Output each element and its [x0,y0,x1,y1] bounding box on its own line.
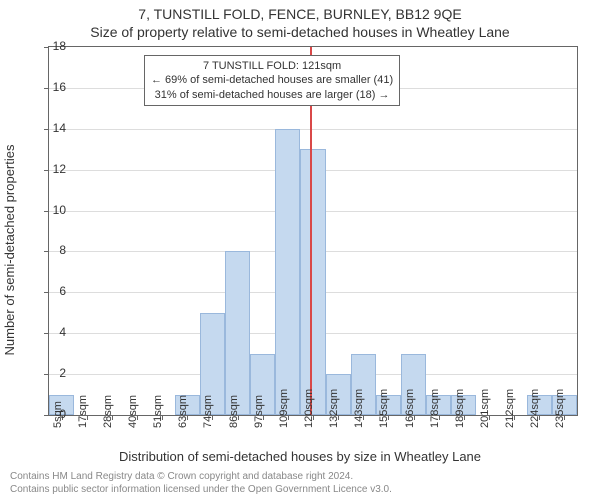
ytick-label: 8 [46,243,66,257]
plot-area: 7 TUNSTILL FOLD: 121sqm← 69% of semi-det… [48,46,578,416]
gridline [49,129,577,130]
ytick-label: 14 [46,121,66,135]
annotation-box: 7 TUNSTILL FOLD: 121sqm← 69% of semi-det… [144,55,400,106]
ytick-label: 6 [46,284,66,298]
histogram-bar [300,149,325,415]
title-address: 7, TUNSTILL FOLD, FENCE, BURNLEY, BB12 9… [0,6,600,22]
annotation-line2: ← 69% of semi-detached houses are smalle… [151,73,393,87]
ytick-label: 12 [46,162,66,176]
histogram-bar [225,251,250,415]
ytick-label: 10 [46,203,66,217]
ytick-label: 4 [46,325,66,339]
attribution: Contains HM Land Registry data © Crown c… [10,470,590,496]
annotation-line3: 31% of semi-detached houses are larger (… [151,88,393,102]
annotation-line1: 7 TUNSTILL FOLD: 121sqm [151,59,393,73]
ytick-label: 18 [46,39,66,53]
ytick-label: 16 [46,80,66,94]
y-axis-label: Number of semi-detached properties [2,39,17,250]
x-axis-label: Distribution of semi-detached houses by … [0,449,600,464]
attribution-line1: Contains HM Land Registry data © Crown c… [10,470,590,483]
attribution-line2: Contains public sector information licen… [10,483,590,496]
title-subtitle: Size of property relative to semi-detach… [0,24,600,40]
histogram-bar [275,129,300,415]
chart-container: 7, TUNSTILL FOLD, FENCE, BURNLEY, BB12 9… [0,0,600,500]
ytick-label: 2 [46,366,66,380]
